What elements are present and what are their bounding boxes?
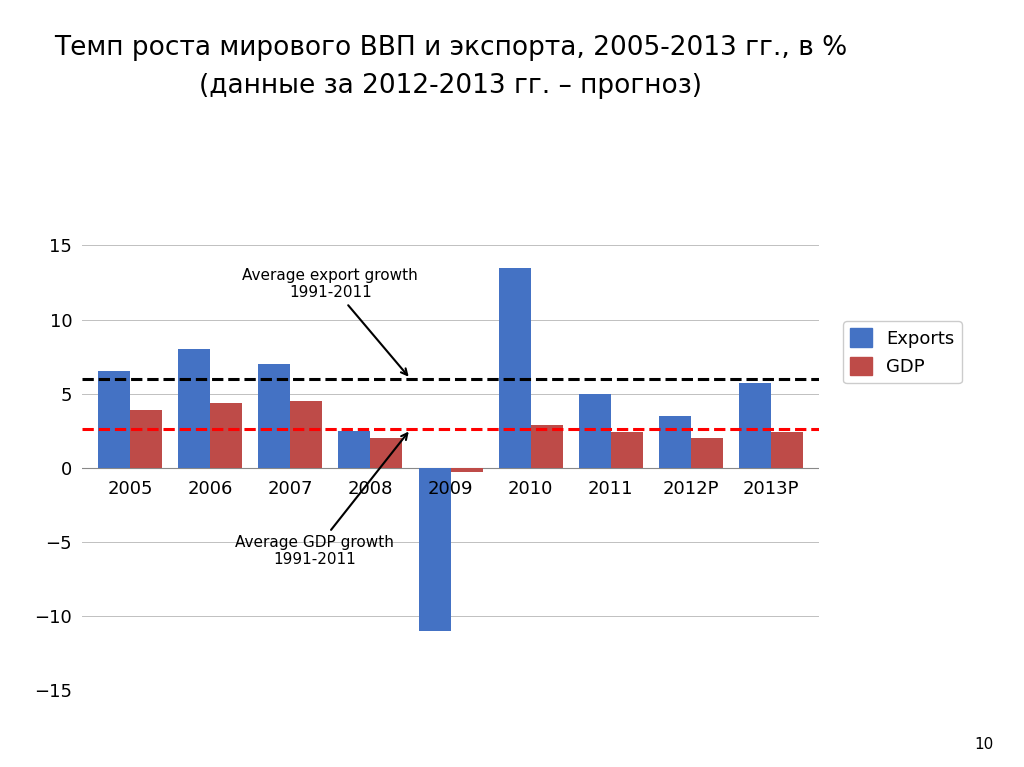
Text: 2008: 2008	[348, 479, 393, 498]
Bar	[451, 468, 482, 472]
Text: Average export growth
1991-2011: Average export growth 1991-2011	[243, 268, 418, 375]
Text: 10: 10	[974, 736, 993, 752]
Text: 2006: 2006	[187, 479, 232, 498]
Bar	[611, 433, 643, 468]
Bar	[130, 410, 162, 468]
Text: 2011: 2011	[588, 479, 634, 498]
Bar	[98, 371, 130, 468]
Text: 2007: 2007	[267, 479, 313, 498]
Bar	[739, 384, 771, 468]
Bar	[371, 438, 402, 468]
Bar	[210, 403, 243, 468]
Text: (данные за 2012-2013 гг. – прогноз): (данные за 2012-2013 гг. – прогноз)	[199, 73, 702, 99]
Bar	[178, 349, 210, 468]
Bar	[530, 425, 563, 468]
Bar	[338, 431, 371, 468]
Bar	[658, 416, 691, 468]
Text: Average GDP growth
1991-2011: Average GDP growth 1991-2011	[234, 433, 408, 568]
Bar	[691, 438, 723, 468]
Bar	[419, 468, 451, 631]
Text: 2010: 2010	[508, 479, 553, 498]
Bar	[771, 433, 803, 468]
Legend: Exports, GDP: Exports, GDP	[843, 321, 962, 384]
Text: 2005: 2005	[108, 479, 153, 498]
Bar	[258, 364, 290, 468]
Text: Темп роста мирового ВВП и экспорта, 2005-2013 гг., в %: Темп роста мирового ВВП и экспорта, 2005…	[54, 35, 847, 61]
Text: 2009: 2009	[428, 479, 473, 498]
Text: 2012P: 2012P	[663, 479, 719, 498]
Bar	[290, 401, 323, 468]
Text: 2013P: 2013P	[742, 479, 800, 498]
Bar	[499, 268, 530, 468]
Bar	[579, 393, 611, 468]
